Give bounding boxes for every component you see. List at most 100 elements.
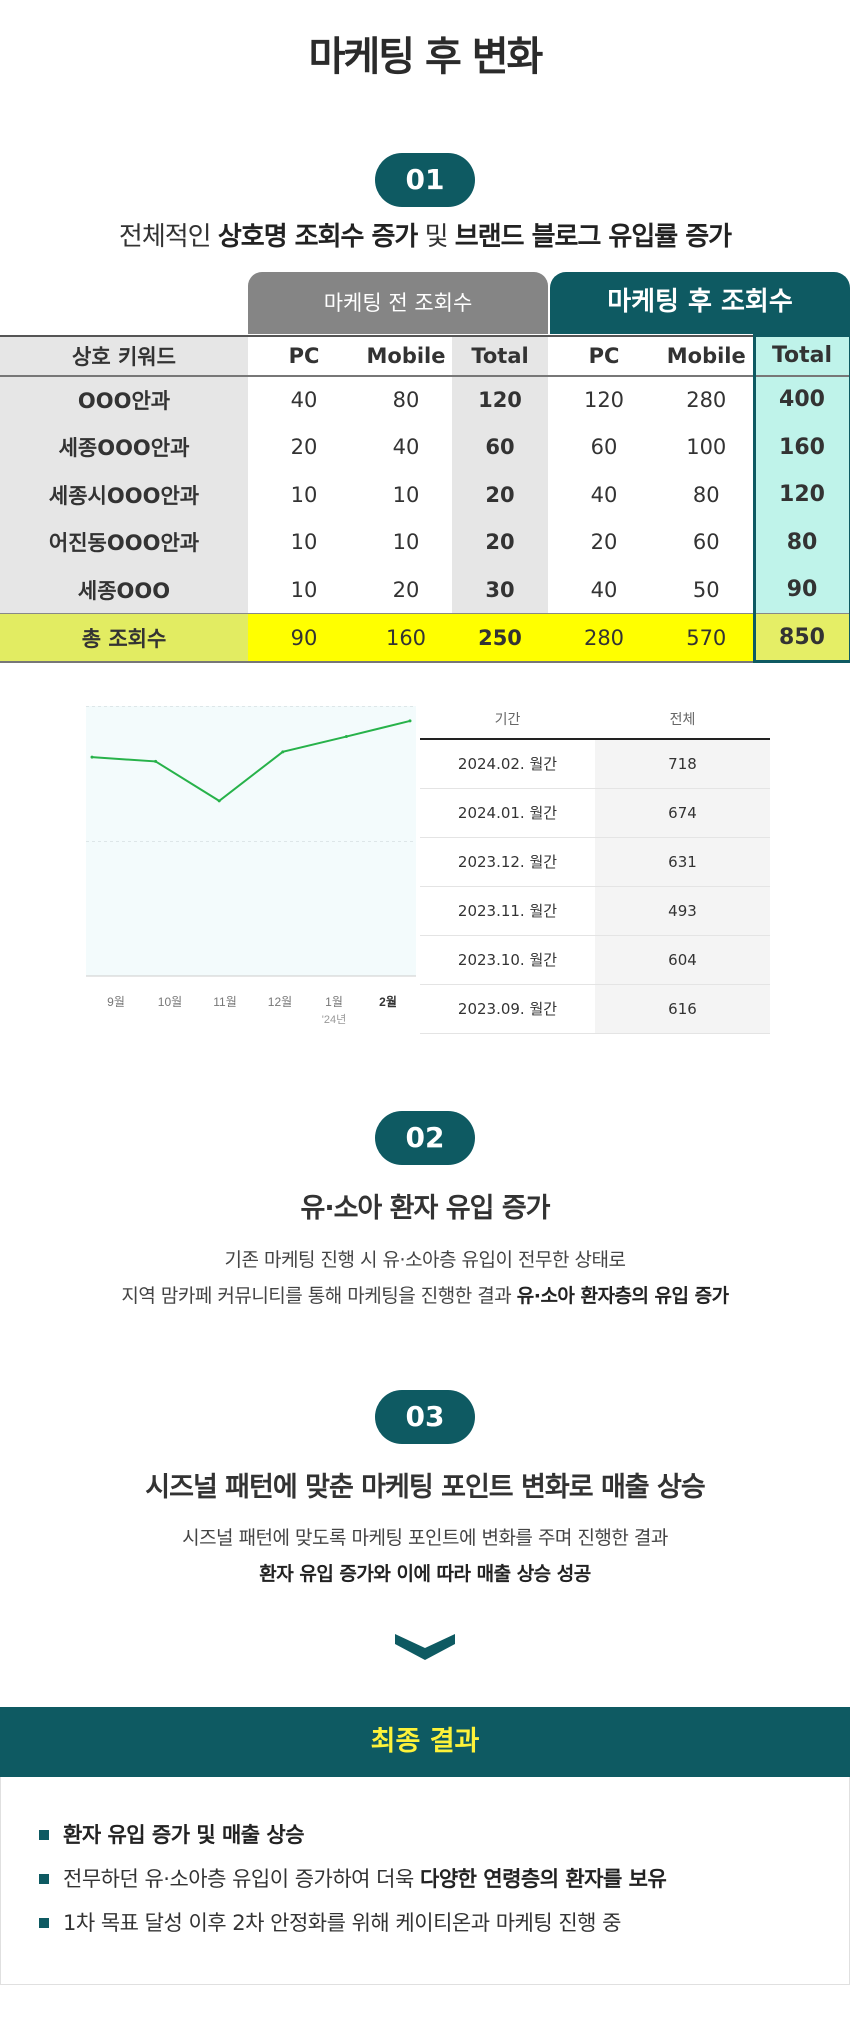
table-header-cell: Mobile (360, 334, 452, 377)
section2-title: 유·소아 환자 유입 증가 (300, 1193, 550, 1224)
data-table-cell: 631 (595, 838, 770, 886)
bullet-square-icon (39, 1874, 49, 1884)
section2-line2: 지역 맘카페 커뮤니티를 통해 마케팅을 진행한 결과 유·소아 환자층의 유입… (121, 1285, 729, 1307)
list-item: 1차 목표 달성 이후 2차 안정화를 위해 케이티온과 마케팅 진행 중 (39, 1901, 666, 1945)
data-table-cell: 604 (595, 936, 770, 984)
section2-body: 기존 마케팅 진행 시 유·소아층 유입이 전무한 상태로 지역 맘카페 커뮤니… (0, 1242, 850, 1314)
table-row: 세종OOO안과 20 40 60 60 100 160 (0, 423, 850, 471)
table-cell: 40 (392, 435, 420, 460)
table-cell: 20 (452, 518, 548, 567)
final-result-list: 환자 유입 증가 및 매출 상승 전무하던 유·소아층 유입이 증가하여 더욱 … (39, 1813, 667, 1945)
table-cell: 90 (248, 613, 360, 663)
page-title: 마케팅 후 변화 (308, 34, 544, 80)
table-cell: 570 (660, 613, 754, 663)
before-marketing-tab: 마케팅 전 조회수 (248, 272, 548, 334)
table-header-cell: Total (752, 334, 850, 377)
data-table-cell: 2023.11. 월간 (457, 902, 558, 920)
table-cell: 80 (692, 482, 720, 507)
bullet-square-icon (39, 1918, 49, 1928)
table-cell: 10 (392, 482, 420, 507)
data-table-header-cell: 기간 (494, 712, 521, 728)
table-cell: 세종OOO (0, 566, 248, 614)
table-cell: 세종OOO안과 (0, 423, 248, 471)
chart-x-tick-label: 11월 (213, 995, 237, 1009)
data-table-row: 2023.12. 월간 631 (420, 838, 770, 887)
table-cell: 30 (452, 566, 548, 614)
final-result-heading: 최종 결과 (0, 1707, 850, 1777)
data-table-row: 2023.11. 월간 493 (420, 887, 770, 936)
table-sum-row: 총 조회수 90 160 250 280 570 850 (0, 613, 850, 664)
table-cell: 40 (590, 577, 618, 602)
table-header-cell: Mobile (660, 334, 754, 377)
section-number-badge: 02 (375, 1111, 475, 1165)
table-cell: 80 (752, 518, 850, 567)
table-cell: 60 (692, 530, 720, 555)
data-table-cell: 718 (595, 740, 770, 788)
section3-title: 시즈널 패턴에 맞춘 마케팅 포인트 변화로 매출 상승 (145, 1472, 705, 1503)
table-cell: 50 (692, 577, 720, 602)
table-cell: 90 (752, 566, 850, 614)
table-cell: 어진동OOO안과 (0, 518, 248, 567)
table-row: 세종시OOO안과 10 10 20 40 80 120 (0, 470, 850, 519)
table-cell: 세종시OOO안과 (0, 470, 248, 519)
chart-x-tick-label: 2월 (379, 994, 397, 1009)
table-header-cell: PC (548, 334, 660, 377)
data-table-cell: 616 (595, 985, 770, 1033)
table-header-cell: Total (452, 334, 548, 377)
chart-x-tick-label: 9월 (107, 995, 125, 1009)
table-cell: OOO안과 (0, 375, 248, 424)
table-cell: 10 (290, 530, 318, 555)
chart-x-tick-label: 12월 (268, 995, 292, 1009)
table-cell: 40 (290, 387, 318, 412)
section1-lead: 전체적인 상호명 조회수 증가 및 브랜드 블로그 유입률 증가 (118, 222, 732, 252)
data-table-cell: 2023.09. 월간 (457, 1000, 558, 1018)
data-table-cell: 2024.01. 월간 (457, 804, 558, 822)
data-table-cell: 2024.02. 월간 (457, 755, 558, 773)
data-table-row: 2024.01. 월간 674 (420, 789, 770, 838)
chart-year-note: '24년 (322, 1013, 346, 1026)
table-cell: 20 (590, 530, 618, 555)
chart-data-point (344, 735, 348, 739)
keyword-table: 상호 키워드 PC Mobile Total PC Mobile Total O… (0, 334, 850, 664)
monthly-trend-chart: 9월 10월 11월 12월 1월 2월 '24년 (86, 706, 416, 1026)
section-number-badge: 03 (375, 1390, 475, 1444)
table-cell: 20 (290, 435, 318, 460)
chart-data-point (281, 750, 285, 754)
table-cell: 60 (452, 423, 548, 471)
bullet-square-icon (39, 1830, 49, 1840)
table-cell: 60 (590, 435, 618, 460)
monthly-data-table: 기간 전체 2024.02. 월간 718 2024.01. 월간 674 20… (420, 700, 770, 1034)
table-cell: 20 (452, 470, 548, 519)
table-header-cell: 상호 키워드 (0, 334, 248, 377)
chart-x-tick-label: 10월 (158, 995, 182, 1009)
chart-data-point (154, 759, 158, 763)
data-table-cell: 493 (595, 887, 770, 935)
table-cell: 120 (752, 470, 850, 519)
keyword-views-table: 마케팅 전 조회수 마케팅 후 조회수 상호 키워드 PC Mobile Tot… (0, 272, 850, 664)
table-row: 어진동OOO안과 10 10 20 20 60 80 (0, 518, 850, 567)
table-cell: 280 (686, 387, 727, 412)
table-cell: 10 (392, 530, 420, 555)
table-cell: 총 조회수 (0, 613, 248, 663)
table-cell: 40 (590, 482, 618, 507)
table-cell: 250 (452, 613, 548, 663)
data-table-cell: 2023.10. 월간 (457, 951, 558, 969)
after-marketing-tab: 마케팅 후 조회수 (550, 272, 850, 334)
section-number-badge: 01 (375, 153, 475, 207)
table-cell: 160 (360, 613, 452, 663)
data-table-header: 기간 전체 (420, 700, 770, 740)
table-row: 세종OOO 10 20 30 40 50 90 (0, 566, 850, 614)
chart-data-point (90, 755, 94, 759)
data-table-row: 2023.10. 월간 604 (420, 936, 770, 985)
section3-body: 시즈널 패턴에 맞도록 마케팅 포인트에 변화를 주며 진행한 결과 환자 유입… (0, 1520, 850, 1592)
table-cell: 10 (290, 577, 318, 602)
list-item: 환자 유입 증가 및 매출 상승 (39, 1813, 666, 1857)
chart-series-line (91, 719, 411, 803)
final-result-box: 환자 유입 증가 및 매출 상승 전무하던 유·소아층 유입이 증가하여 더욱 … (0, 1777, 850, 1985)
table-cell: 20 (392, 577, 420, 602)
table-cell: 280 (548, 613, 660, 663)
data-table-header-cell: 전체 (669, 712, 696, 728)
table-cell: 120 (583, 387, 625, 412)
table-cell: 400 (752, 375, 850, 424)
table-row: OOO안과 40 80 120 120 280 400 (0, 375, 850, 424)
